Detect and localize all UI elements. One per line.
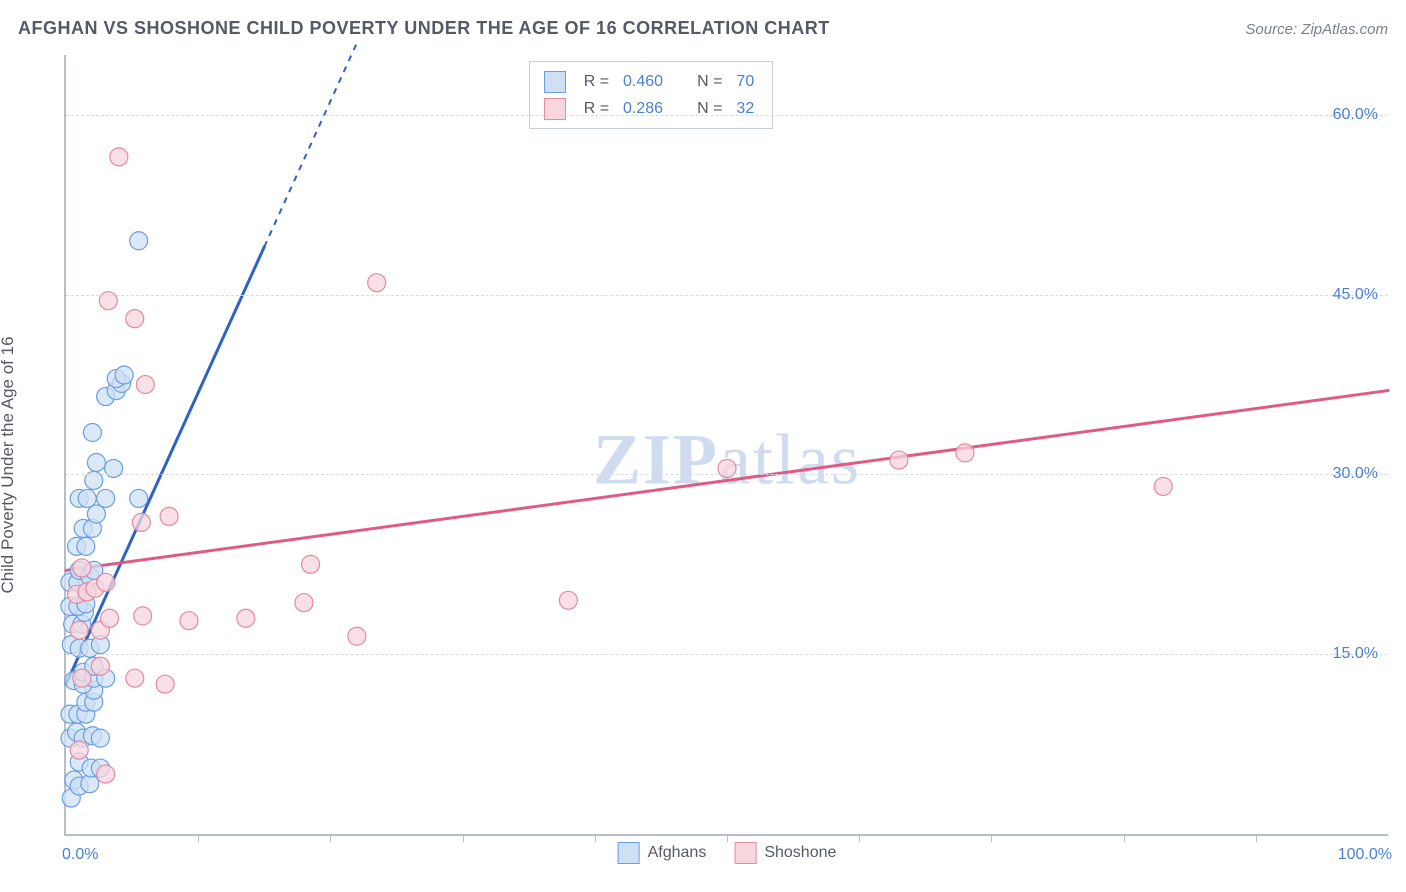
data-point [101, 609, 119, 627]
data-point [295, 594, 313, 612]
x-tick [595, 834, 596, 842]
data-point [70, 621, 88, 639]
data-point [160, 507, 178, 525]
chart-container: Child Poverty Under the Age of 16 ZIPatl… [18, 55, 1388, 874]
data-point [110, 148, 128, 166]
chart-svg [66, 55, 1388, 834]
data-point [302, 555, 320, 573]
data-point [348, 627, 366, 645]
data-point [126, 669, 144, 687]
y-axis-label: Child Poverty Under the Age of 16 [0, 336, 18, 593]
data-point [136, 376, 154, 394]
y-tick-label: 30.0% [1333, 465, 1378, 483]
data-point [87, 505, 105, 523]
source-credit: Source: ZipAtlas.com [1245, 21, 1388, 38]
data-point [73, 559, 91, 577]
correlation-stats-box: R = 0.460 N = 70 R = 0.286 N = 32 [529, 61, 774, 129]
data-point [83, 424, 101, 442]
data-point [115, 366, 133, 384]
source-name: ZipAtlas.com [1301, 21, 1388, 38]
r-value: 0.460 [623, 68, 663, 95]
plot-area: ZIPatlas 0.0% 100.0% AfghansShoshone R =… [64, 55, 1388, 836]
x-tick [727, 834, 728, 842]
data-point [130, 489, 148, 507]
legend-item: Afghans [618, 842, 707, 864]
x-tick [330, 834, 331, 842]
gridline-h [66, 474, 1388, 475]
x-tick [198, 834, 199, 842]
data-point [132, 513, 150, 531]
y-tick-label: 60.0% [1333, 106, 1378, 124]
data-point [956, 444, 974, 462]
data-point [130, 232, 148, 250]
data-point [368, 274, 386, 292]
data-point [156, 675, 174, 693]
data-point [180, 612, 198, 630]
chart-title: AFGHAN VS SHOSHONE CHILD POVERTY UNDER T… [18, 18, 830, 39]
x-tick [1256, 834, 1257, 842]
legend-item: Shoshone [734, 842, 836, 864]
x-tick [991, 834, 992, 842]
gridline-h [66, 654, 1388, 655]
data-point [134, 607, 152, 625]
x-axis-max-label: 100.0% [1338, 846, 1392, 864]
r-value: 0.286 [623, 95, 663, 122]
x-tick [1124, 834, 1125, 842]
y-tick-label: 45.0% [1333, 286, 1378, 304]
data-point [78, 489, 96, 507]
gridline-h [66, 115, 1388, 116]
data-point [97, 765, 115, 783]
legend-swatch [618, 842, 640, 864]
n-value: 70 [736, 68, 754, 95]
data-point [70, 741, 88, 759]
data-point [97, 489, 115, 507]
data-point [87, 453, 105, 471]
x-tick [859, 834, 860, 842]
x-axis-min-label: 0.0% [62, 846, 98, 864]
n-label: N = [697, 95, 722, 122]
stats-row: R = 0.286 N = 32 [544, 95, 759, 122]
n-value: 32 [736, 95, 754, 122]
r-label: R = [584, 95, 609, 122]
trend-line-extrapolated [264, 43, 357, 247]
data-point [91, 657, 109, 675]
data-point [126, 310, 144, 328]
y-tick-label: 15.0% [1333, 645, 1378, 663]
data-point [237, 609, 255, 627]
legend-swatch [734, 842, 756, 864]
r-label: R = [584, 68, 609, 95]
data-point [91, 729, 109, 747]
series-legend: Afghans Shoshone [618, 842, 837, 864]
stats-swatch [544, 98, 566, 120]
stats-row: R = 0.460 N = 70 [544, 68, 759, 95]
data-point [1154, 477, 1172, 495]
data-point [97, 573, 115, 591]
chart-header: AFGHAN VS SHOSHONE CHILD POVERTY UNDER T… [18, 18, 1388, 39]
source-prefix: Source: [1245, 21, 1301, 38]
data-point [77, 537, 95, 555]
gridline-h [66, 295, 1388, 296]
data-point [73, 669, 91, 687]
data-point [559, 591, 577, 609]
n-label: N = [697, 68, 722, 95]
x-tick [463, 834, 464, 842]
stats-swatch [544, 71, 566, 93]
trend-line [66, 391, 1388, 571]
data-point [890, 451, 908, 469]
